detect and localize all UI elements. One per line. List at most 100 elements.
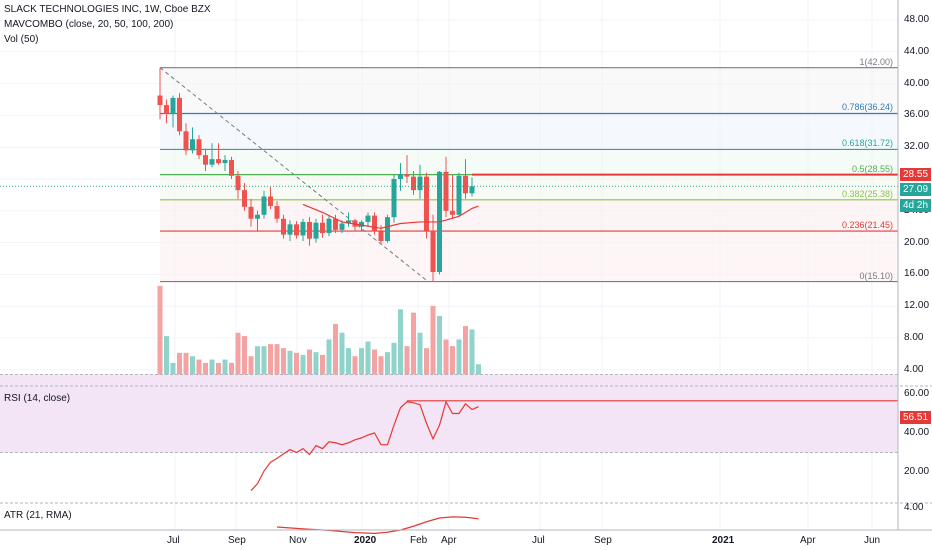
volume-bar bbox=[170, 362, 176, 383]
price-tick: 12.00 bbox=[904, 300, 930, 312]
candle-body bbox=[248, 206, 254, 219]
fib-level-label: 0.5(28.55) bbox=[851, 163, 893, 174]
volume-bar bbox=[417, 332, 423, 383]
mavcombo-legend[interactable]: MAVCOMBO (close, 20, 50, 100, 200) bbox=[4, 19, 174, 30]
candle-body bbox=[157, 95, 163, 106]
fib-zone bbox=[160, 113, 898, 150]
candle-body bbox=[456, 175, 462, 215]
candle-body bbox=[229, 159, 234, 176]
time-tick: Feb bbox=[410, 535, 428, 546]
symbol-legend[interactable]: SLACK TECHNOLOGIES INC, 1W, Cboe BZX bbox=[4, 4, 211, 15]
volume-bar bbox=[268, 344, 273, 383]
fib-trend-line bbox=[159, 67, 429, 282]
time-tick: Apr bbox=[800, 535, 816, 546]
current-price-tag: 27.09 bbox=[900, 183, 932, 196]
fib-zone bbox=[160, 149, 898, 175]
candle-body bbox=[242, 190, 247, 207]
price-tick: 44.00 bbox=[904, 45, 930, 57]
candle-body bbox=[333, 218, 338, 230]
volume-bar bbox=[326, 339, 332, 383]
volume-bar bbox=[203, 362, 208, 383]
candle-body bbox=[443, 171, 449, 211]
candle-body bbox=[339, 223, 345, 230]
time-tick: 2020 bbox=[354, 535, 377, 546]
sma-line bbox=[302, 203, 479, 229]
candle-body bbox=[268, 196, 273, 207]
volume-bar bbox=[424, 348, 429, 383]
volume-bar bbox=[216, 362, 221, 383]
candle-body bbox=[404, 174, 410, 177]
volume-bar bbox=[177, 352, 182, 383]
volume-bar bbox=[222, 359, 228, 383]
candle-body bbox=[378, 231, 384, 242]
volume-bar bbox=[352, 356, 358, 383]
fib-level-label: 0.618(31.72) bbox=[841, 138, 893, 149]
price-tick: 16.00 bbox=[904, 268, 930, 280]
volume-bar bbox=[196, 359, 202, 383]
rsi-tick: 60.00 bbox=[904, 388, 930, 399]
volume-bar bbox=[242, 336, 247, 383]
price-tick: 32.00 bbox=[904, 141, 930, 153]
volume-bar bbox=[443, 339, 449, 383]
candle-body bbox=[450, 210, 455, 215]
rsi-band bbox=[0, 374, 898, 453]
volume-bar bbox=[463, 326, 468, 383]
price-tick: 40.00 bbox=[904, 77, 930, 89]
price-tick: 36.00 bbox=[904, 109, 930, 121]
volume-bar bbox=[313, 352, 319, 383]
candle-body bbox=[398, 174, 403, 179]
volume-bar bbox=[261, 346, 267, 383]
rsi-pane[interactable] bbox=[0, 374, 898, 491]
candle-body bbox=[411, 176, 416, 191]
price-tick: 48.00 bbox=[904, 14, 930, 25]
volume-legend[interactable]: Vol (50) bbox=[4, 34, 39, 45]
atr-legend[interactable]: ATR (21, RMA) bbox=[4, 510, 72, 521]
volume-bar bbox=[404, 346, 410, 383]
time-tick: Apr bbox=[441, 535, 457, 546]
volume-bar bbox=[378, 356, 384, 383]
fib-level-label: 0.382(25.38) bbox=[841, 188, 893, 199]
volume-bar bbox=[281, 348, 286, 383]
price-tick: 20.00 bbox=[904, 236, 930, 248]
candle-body bbox=[385, 217, 390, 242]
candle-body bbox=[255, 214, 260, 219]
volume-bar bbox=[164, 336, 169, 383]
volume-bar bbox=[476, 364, 481, 383]
rsi-value-tag: 56.51 bbox=[900, 411, 932, 424]
volume-bar bbox=[294, 352, 299, 383]
candle-body bbox=[372, 215, 377, 232]
time-tick: Jul bbox=[167, 535, 180, 546]
fib-level-label: 0.786(36.24) bbox=[841, 102, 893, 113]
volume-bar bbox=[469, 329, 475, 383]
candle-body bbox=[326, 218, 332, 234]
fib-level-label: 1(42.00) bbox=[859, 56, 893, 67]
candle-body bbox=[430, 230, 436, 273]
candle-body bbox=[222, 159, 228, 164]
sma-polyline bbox=[302, 203, 479, 229]
price-tick: 8.00 bbox=[904, 332, 924, 343]
volume-bar bbox=[339, 332, 345, 383]
volume-bar bbox=[157, 285, 163, 383]
time-tick: Sep bbox=[594, 535, 612, 546]
volume-bar bbox=[359, 348, 364, 383]
rsi-line bbox=[250, 400, 479, 491]
atr-tick: 4.00 bbox=[904, 502, 924, 513]
candle-body bbox=[287, 224, 293, 235]
volume-bars bbox=[157, 285, 481, 383]
time-tick: Jul bbox=[532, 535, 545, 546]
candle-body bbox=[203, 155, 208, 165]
fib-zone bbox=[160, 67, 898, 114]
volume-bar bbox=[183, 352, 189, 383]
volume-bar bbox=[430, 305, 436, 383]
candle-body bbox=[170, 97, 176, 114]
pane-separators bbox=[0, 0, 932, 531]
rsi-legend[interactable]: RSI (14, close) bbox=[4, 393, 71, 404]
volume-bar bbox=[255, 346, 260, 383]
volume-bar bbox=[346, 348, 351, 383]
candle-body bbox=[196, 139, 202, 156]
candle-body bbox=[281, 218, 286, 235]
volume-bar bbox=[365, 341, 371, 383]
candle-body bbox=[365, 215, 371, 222]
candle-body bbox=[417, 176, 423, 191]
